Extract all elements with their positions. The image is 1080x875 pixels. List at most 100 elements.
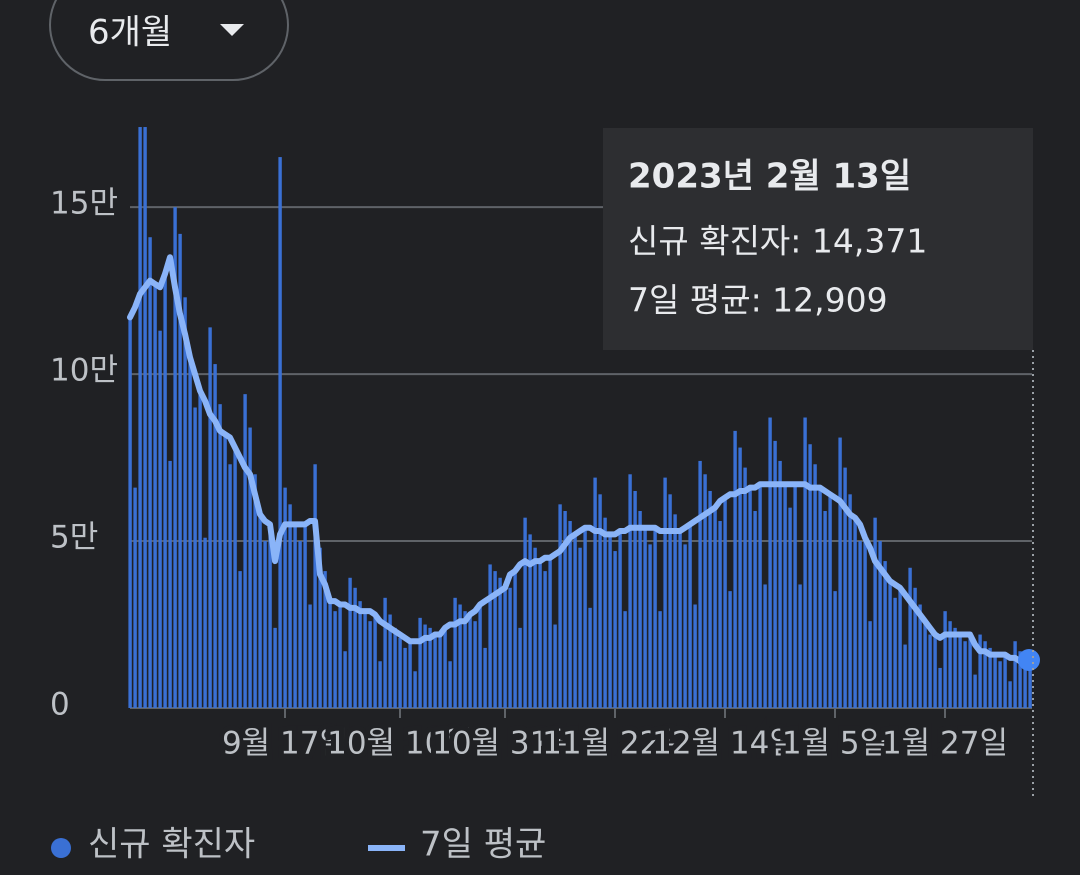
dropdown[interactable] [49, 0, 289, 81]
bar [973, 674, 977, 708]
bar [303, 524, 307, 708]
bar [978, 634, 982, 708]
bar [433, 634, 437, 708]
bar [778, 460, 782, 708]
bar [723, 497, 727, 708]
bar [533, 547, 537, 708]
y-tick-label: 15만 [50, 186, 118, 222]
bar [768, 417, 772, 708]
legend-label: 신규 확진자 [88, 825, 255, 865]
bar [563, 511, 567, 708]
bar [888, 581, 892, 708]
bar [398, 637, 402, 708]
bar [233, 447, 237, 708]
bar [333, 611, 337, 708]
bar [293, 524, 297, 708]
x-tick-label: 11월 22일 [542, 726, 688, 762]
bar [443, 627, 447, 708]
bar [618, 531, 622, 708]
bar [658, 611, 662, 708]
bar [828, 494, 832, 708]
bar [328, 601, 332, 708]
bar [458, 604, 462, 708]
bar [983, 641, 987, 708]
tooltip [603, 128, 1033, 350]
bar [938, 667, 942, 708]
bar [663, 477, 667, 708]
bar [258, 514, 262, 708]
bar [998, 661, 1002, 708]
bar [403, 647, 407, 708]
bar [808, 444, 812, 708]
legend: 신규 확진자 7일 평균 [51, 825, 546, 865]
x-tick-label: 12월 14일 [652, 726, 798, 762]
bar [878, 541, 882, 708]
bar [813, 464, 817, 708]
y-tick-label: 0 [50, 687, 70, 723]
bar [588, 607, 592, 708]
bar [153, 283, 157, 708]
bar [918, 604, 922, 708]
bar [738, 447, 742, 708]
bar [698, 460, 702, 708]
bar [418, 617, 422, 708]
x-tick-label: 1월 27일 [882, 726, 1008, 762]
bar [988, 647, 992, 708]
bar [158, 330, 162, 708]
bar [308, 604, 312, 708]
bar [928, 634, 932, 708]
tooltip-title: 2023년 2월 13일 [628, 157, 911, 197]
bar [728, 591, 732, 708]
bar [173, 207, 177, 708]
bar [843, 467, 847, 708]
bar [448, 661, 452, 708]
bar [708, 490, 712, 708]
bar [668, 494, 672, 708]
hover-dot [1018, 649, 1040, 672]
bar [213, 364, 217, 708]
bar [228, 464, 232, 708]
bar [873, 517, 877, 708]
bar [383, 597, 387, 708]
bar [528, 534, 532, 708]
bar [288, 504, 292, 708]
bar [853, 517, 857, 708]
bar [128, 317, 132, 708]
bar [943, 611, 947, 708]
bar [1018, 651, 1022, 708]
bar [718, 521, 722, 708]
bar [573, 534, 577, 708]
bar [578, 547, 582, 708]
bar [493, 571, 497, 708]
bar [313, 464, 317, 708]
bar [603, 517, 607, 708]
dropdown-arrow[interactable] [220, 24, 244, 36]
bar [503, 587, 507, 708]
bar [1023, 657, 1027, 708]
bar [648, 544, 652, 708]
bar [348, 577, 352, 708]
bar [958, 634, 962, 708]
bar [488, 564, 492, 708]
bar [558, 504, 562, 708]
bar [703, 474, 707, 708]
bar [623, 611, 627, 708]
line [127, 254, 1033, 668]
bar [948, 621, 952, 708]
bar [858, 541, 862, 708]
bar [353, 587, 357, 708]
bar [748, 487, 752, 708]
bar [268, 524, 272, 708]
bar [143, 127, 147, 709]
bar [898, 587, 902, 708]
bar [868, 621, 872, 708]
dropdown-label[interactable]: 6개월 [88, 13, 172, 53]
bar [653, 527, 657, 708]
bar [818, 487, 822, 708]
bar [753, 511, 757, 708]
bar [763, 584, 767, 708]
bar [683, 544, 687, 708]
bar [673, 514, 677, 708]
bar [643, 527, 647, 708]
